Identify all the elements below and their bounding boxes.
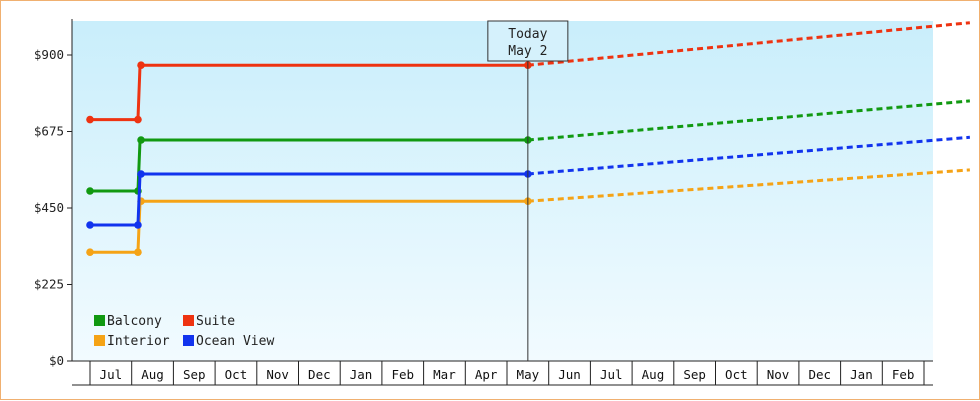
legend-label: Suite	[196, 314, 235, 329]
series-line-actual	[90, 138, 528, 193]
y-tick-label: $450	[34, 200, 64, 215]
today-marker: Today May 2	[487, 20, 569, 361]
x-tick-label: Feb	[892, 367, 915, 382]
x-tick-label: Oct	[225, 367, 248, 382]
x-tick-label: Jan	[850, 367, 873, 382]
data-point	[86, 187, 94, 195]
legend-swatch	[183, 335, 194, 346]
legend-swatch	[94, 335, 105, 346]
series-line-actual	[90, 172, 528, 227]
series-suite	[86, 21, 971, 124]
series-line-forecast	[527, 135, 970, 176]
data-point	[86, 221, 94, 229]
data-point	[134, 221, 142, 229]
today-date: May 2	[508, 44, 547, 59]
legend: Balcony Suite Interior Ocean View	[94, 314, 274, 349]
data-point	[86, 115, 94, 124]
plot-area	[72, 21, 933, 361]
series-line-forecast	[527, 21, 971, 67]
data-point	[86, 248, 94, 256]
series-line-forecast	[527, 99, 971, 142]
x-axis: Jul Aug Sep Oct Nov Dec Jan Feb Mar Apr May Jun Jul A…	[72, 360, 933, 386]
legend-label: Balcony	[107, 314, 162, 329]
x-tick-label: Nov	[266, 367, 289, 382]
x-tick-label: Apr	[475, 367, 498, 382]
legend-label: Ocean View	[196, 334, 274, 349]
data-point	[134, 115, 142, 124]
x-tick-label: Jul	[100, 367, 123, 382]
y-tick-label: $675	[34, 124, 64, 139]
today-label: Today	[508, 27, 547, 42]
x-tick-label: Dec	[308, 367, 331, 382]
x-tick-label: Jan	[350, 367, 373, 382]
y-tick-label: $225	[34, 277, 64, 292]
data-point	[134, 248, 142, 256]
x-tick-label: Oct	[725, 367, 748, 382]
today-box	[487, 20, 569, 62]
x-tick-label: Nov	[767, 367, 790, 382]
data-point	[137, 61, 145, 69]
y-axis: $0 $225 $450 $675 $900	[34, 19, 73, 368]
x-tick-label: Feb	[391, 367, 414, 382]
x-tick-label: Mar	[433, 367, 456, 382]
x-tick-label: May	[517, 367, 540, 382]
x-tick-label: Aug	[141, 367, 164, 382]
data-point	[137, 136, 145, 144]
x-tick-label: Sep	[683, 367, 706, 382]
legend-swatch	[183, 315, 194, 326]
x-tick-label: Jun	[558, 367, 581, 382]
data-point	[137, 170, 145, 178]
series-layer	[86, 21, 971, 256]
series-line-forecast	[527, 168, 970, 203]
legend-swatch	[94, 315, 105, 326]
x-tick-label: Jul	[600, 367, 623, 382]
x-tick-label: Aug	[642, 367, 665, 382]
y-tick-label: $900	[34, 47, 64, 62]
series-line-actual	[90, 63, 528, 122]
y-tick-label: $0	[49, 353, 64, 368]
legend-label: Interior	[107, 334, 170, 349]
x-tick-label: Sep	[183, 367, 206, 382]
x-tick-label: Dec	[808, 367, 831, 382]
